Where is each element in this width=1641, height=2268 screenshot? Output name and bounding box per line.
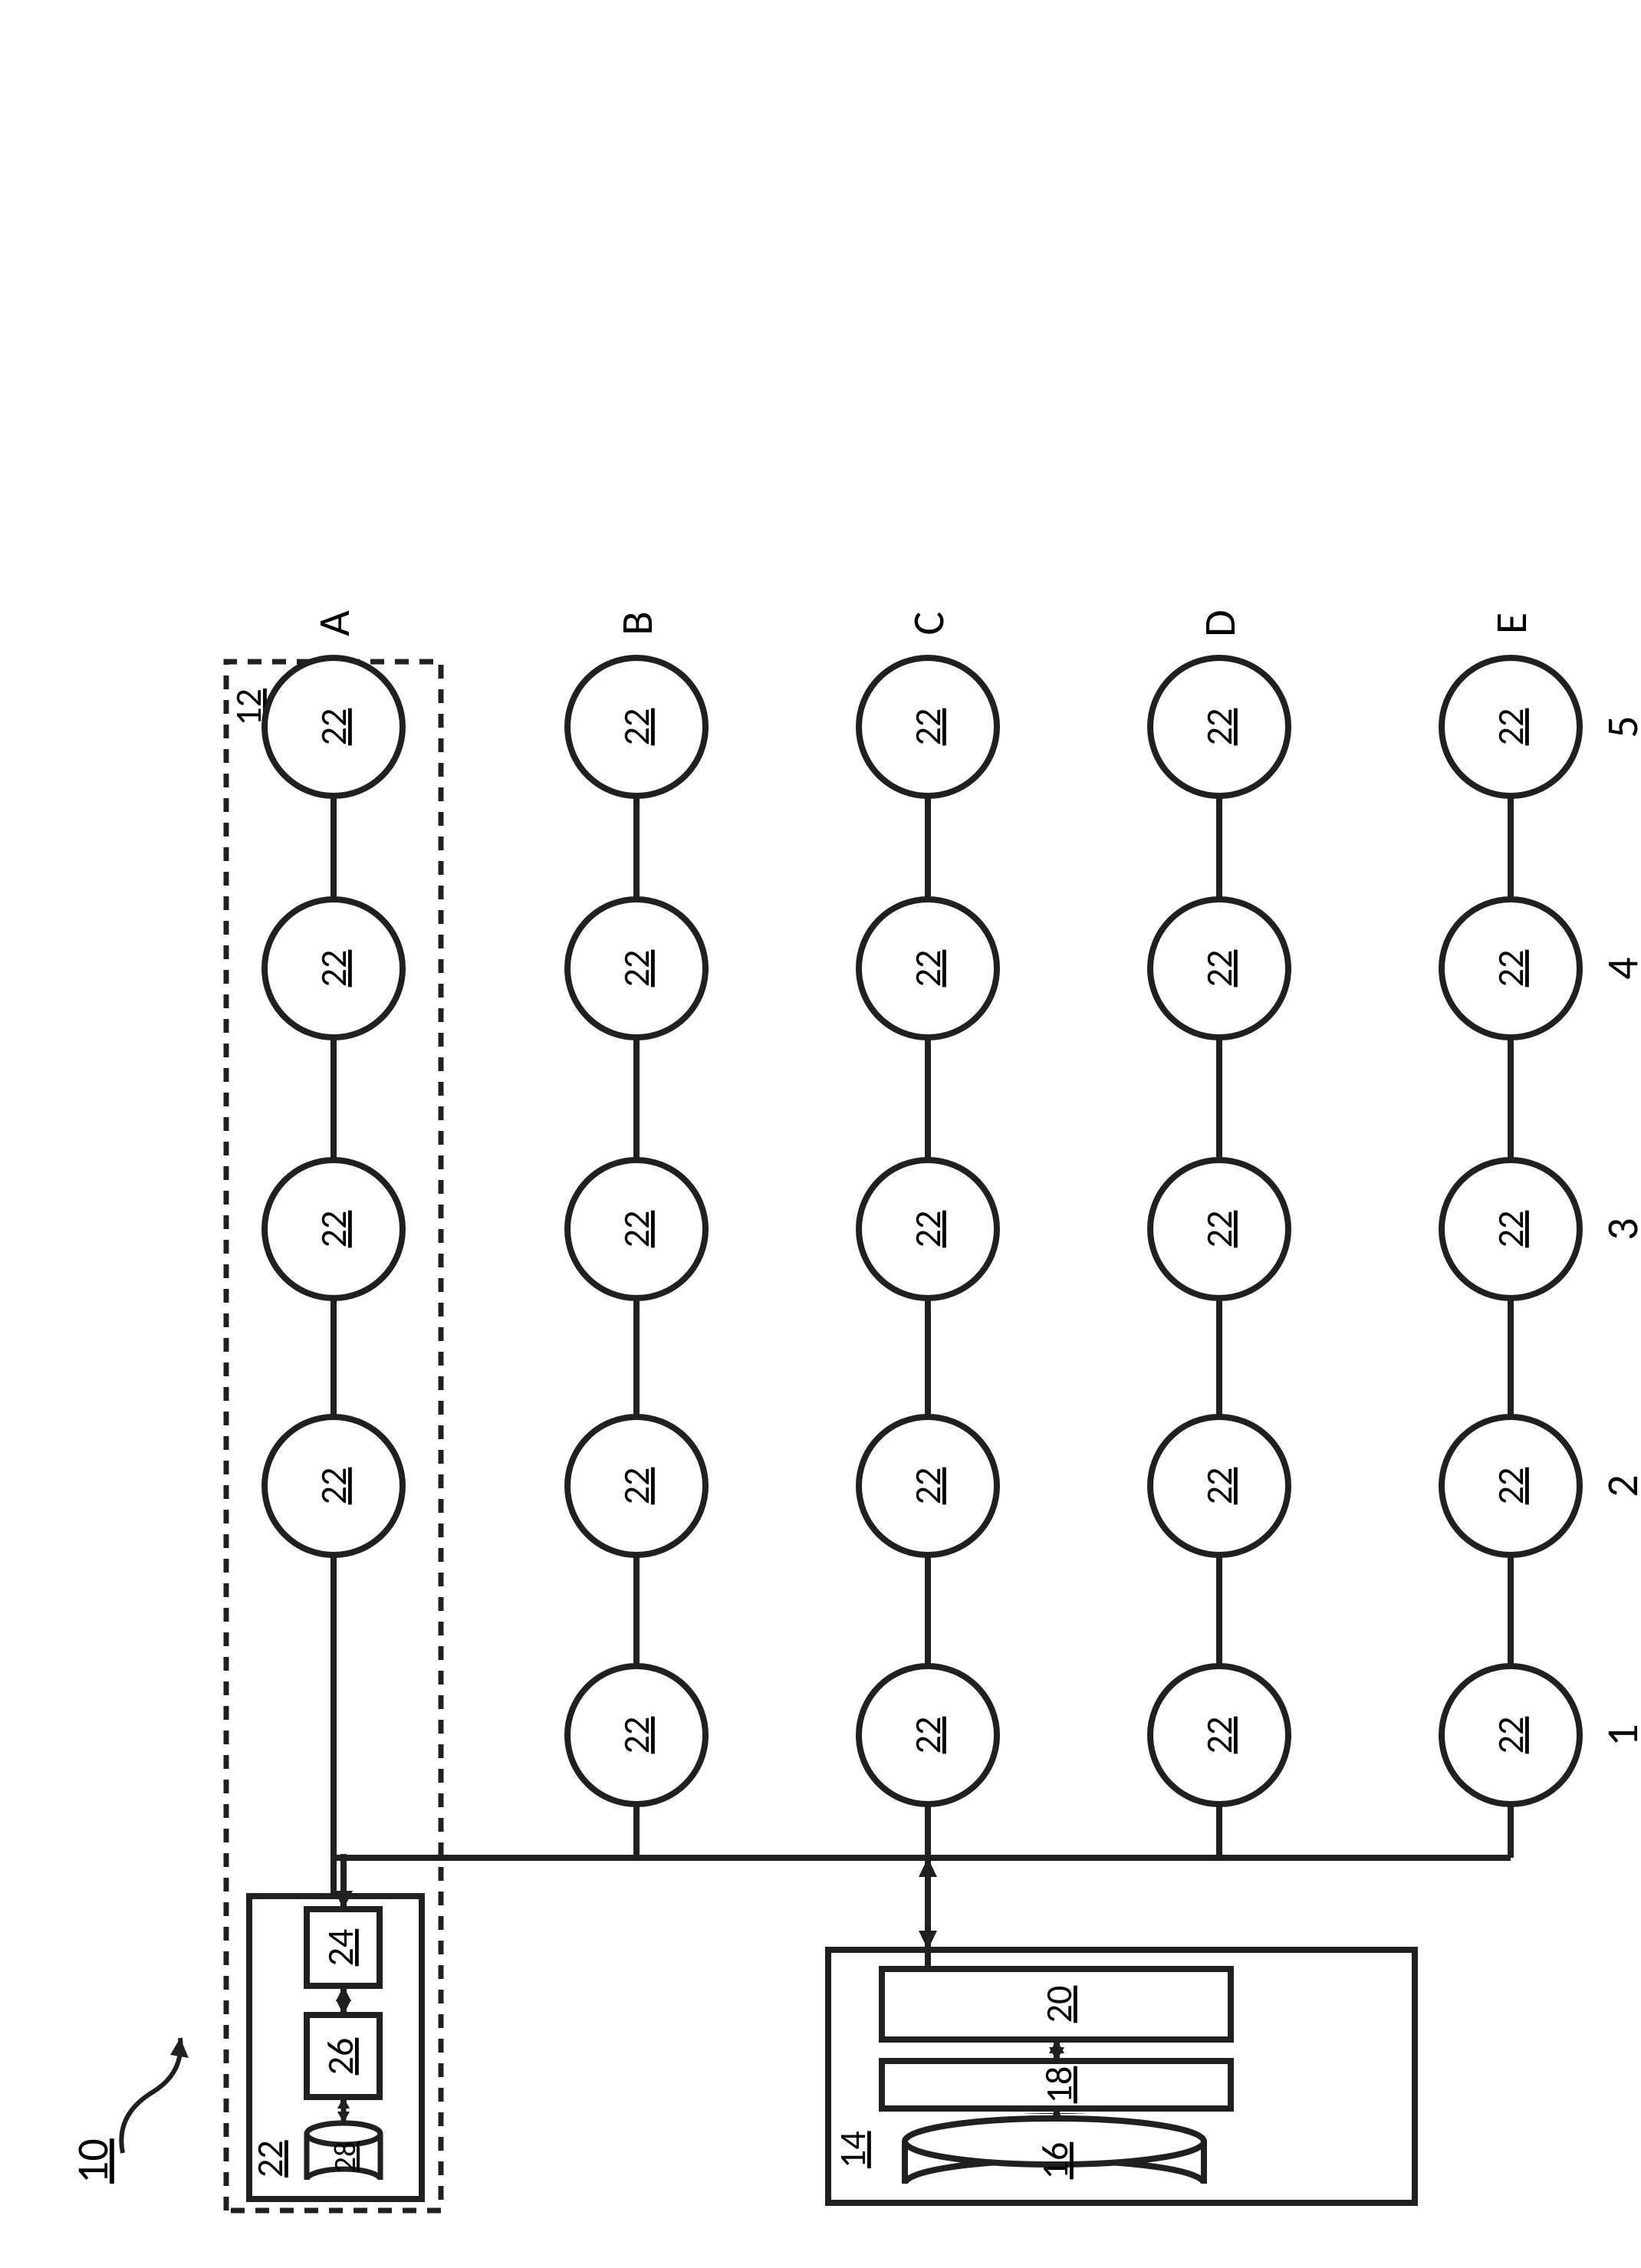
server-20-ref: 20 (1036, 1986, 1081, 2023)
svg-text:22: 22 (1488, 1717, 1533, 1754)
svg-text:E: E (1484, 613, 1538, 634)
svg-text:C: C (901, 612, 955, 636)
svg-text:B: B (610, 611, 664, 636)
svg-text:22: 22 (1488, 1211, 1533, 1248)
col-labels: 1 2 3 4 5 (1595, 715, 1641, 1746)
svg-text:22: 22 (1196, 708, 1241, 746)
node-labels: 22 22 22 22 22 22 22 22 22 22 22 22 22 2… (311, 708, 1533, 1754)
svg-text:22: 22 (905, 950, 950, 988)
svg-text:22: 22 (1196, 950, 1241, 988)
figure-svg: 1 2 22 24 26 28 14 (0, 0, 1641, 2268)
svg-text:22: 22 (1488, 708, 1533, 746)
svg-text:22: 22 (905, 1717, 950, 1754)
node-a1-ref: 22 (247, 2140, 292, 2178)
svg-text:22: 22 (311, 1211, 356, 1248)
processor-ref: 26 (317, 2038, 363, 2076)
svg-text:22: 22 (311, 950, 356, 988)
mini-db-28-ref: 28 (326, 2141, 363, 2173)
svg-text:2: 2 (1595, 1474, 1641, 1497)
transceiver-ref: 24 (317, 1929, 363, 1967)
svg-text:1: 1 (1595, 1724, 1641, 1746)
svg-text:22: 22 (1196, 1717, 1241, 1754)
svg-text:4: 4 (1595, 957, 1641, 979)
svg-text:22: 22 (1488, 1468, 1533, 1505)
system-ref: 10 (65, 2138, 120, 2184)
svg-text:A: A (307, 610, 361, 636)
server-18-ref: 18 (1036, 2066, 1081, 2104)
svg-text:22: 22 (311, 1468, 356, 1505)
svg-text:22: 22 (613, 708, 659, 746)
svg-text:22: 22 (1488, 950, 1533, 988)
diagram-page: 1 2 22 24 26 28 14 (0, 0, 1641, 2268)
svg-text:D: D (1192, 610, 1247, 637)
svg-text:5: 5 (1595, 715, 1641, 738)
svg-text:22: 22 (613, 1717, 659, 1754)
mini-db-28: 28 (307, 2123, 380, 2180)
svg-text:22: 22 (613, 950, 659, 988)
server-db-ref2: 16 (1032, 2142, 1077, 2180)
svg-text:22: 22 (613, 1468, 659, 1505)
svg-text:22: 22 (1196, 1468, 1241, 1505)
svg-text:22: 22 (905, 1211, 950, 1248)
svg-text:22: 22 (905, 1468, 950, 1505)
svg-text:22: 22 (311, 708, 356, 746)
system-arrow-head (170, 2038, 189, 2058)
row-labels: A B C D E (307, 610, 1538, 637)
system-arrow-squiggle (121, 2038, 180, 2153)
server-ref2: 14 (830, 2131, 875, 2168)
svg-text:22: 22 (1196, 1211, 1241, 1248)
svg-text:3: 3 (1595, 1218, 1641, 1240)
svg-text:22: 22 (613, 1211, 659, 1248)
svg-text:22: 22 (905, 708, 950, 746)
